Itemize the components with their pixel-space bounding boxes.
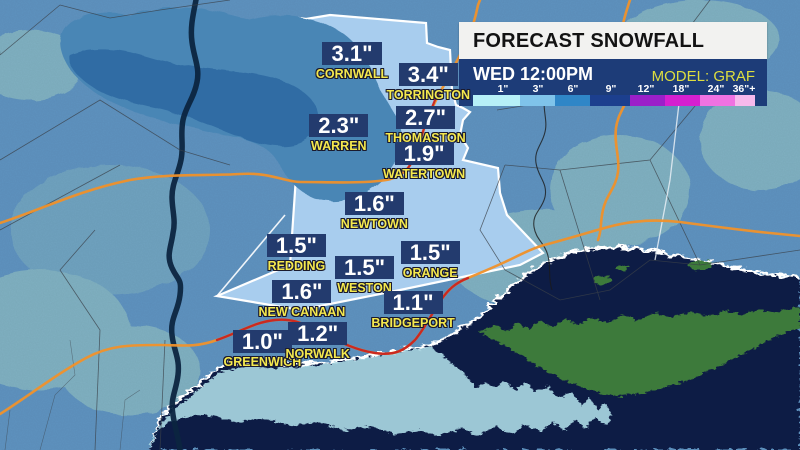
svg-text:24": 24" (708, 84, 725, 95)
svg-text:9": 9" (606, 84, 617, 95)
svg-text:3": 3" (533, 84, 544, 95)
svg-text:12": 12" (638, 84, 655, 95)
svg-text:36"+: 36"+ (733, 84, 755, 95)
svg-text:6": 6" (568, 84, 579, 95)
svg-text:18": 18" (673, 84, 690, 95)
svg-text:1": 1" (498, 84, 509, 95)
